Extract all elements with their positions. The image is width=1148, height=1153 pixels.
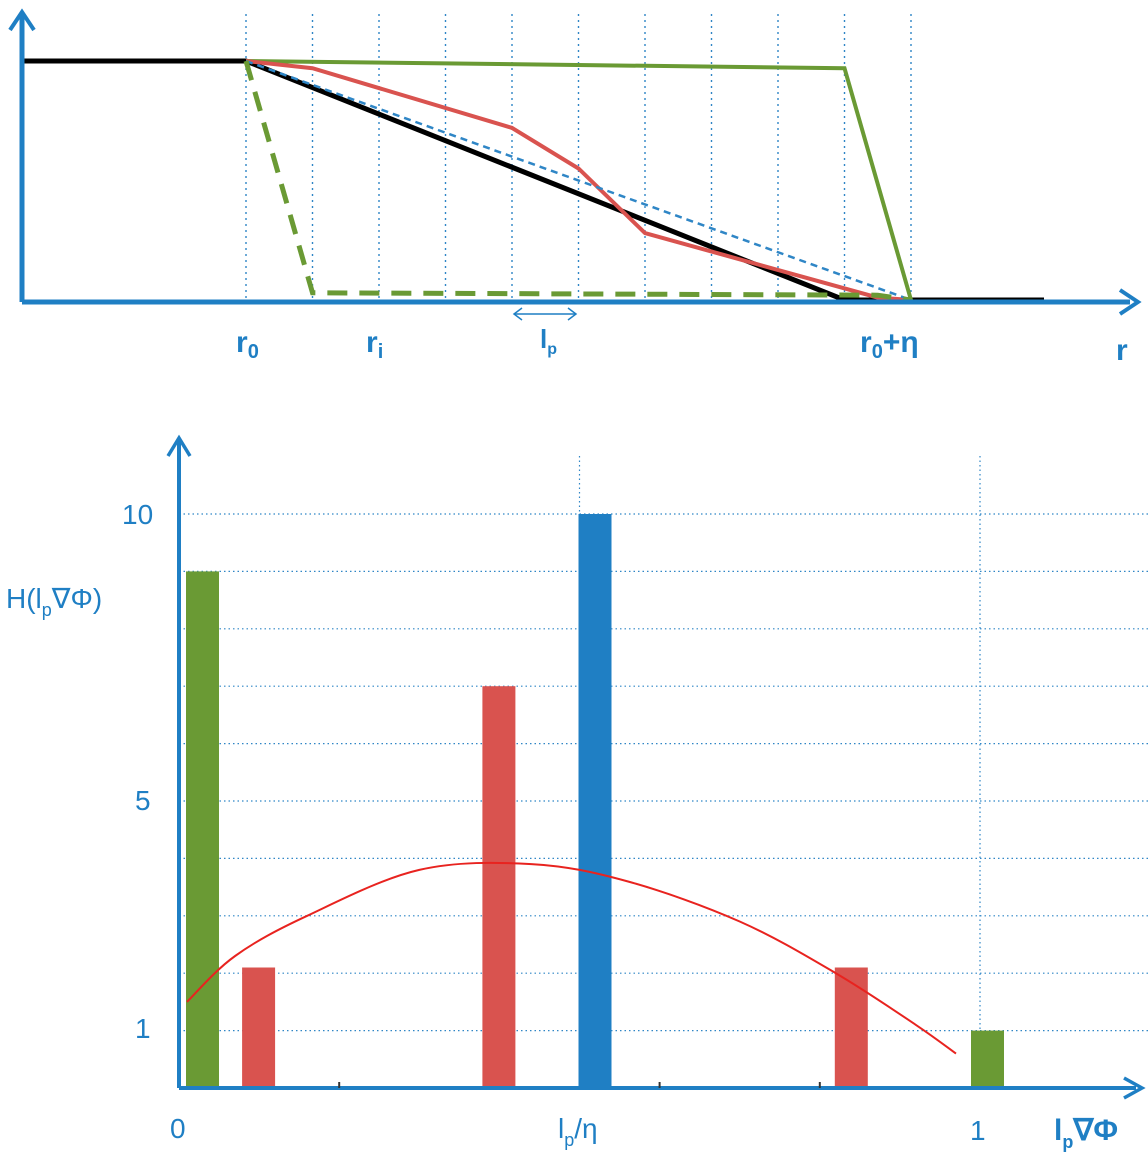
label-ri: ri <box>366 326 383 363</box>
bar-1 <box>242 967 276 1088</box>
bar-5 <box>971 1030 1004 1088</box>
bottom-x-axis-arrowhead <box>1123 1076 1146 1100</box>
x-tick-marks <box>338 1082 821 1088</box>
bar-2 <box>578 514 612 1088</box>
bottom-y-label: H(lp∇Φ) <box>6 583 102 620</box>
bottom-y-axis-arrowhead <box>166 434 192 457</box>
top-series-solid-black-baseline <box>22 58 1044 303</box>
bottom-gridlines <box>179 456 1148 1088</box>
label-r0-plus-eta: r0+η <box>860 326 919 363</box>
bar-3 <box>482 686 516 1088</box>
bottom-x-label: lp∇Φ <box>1054 1114 1118 1152</box>
bar-4 <box>834 967 868 1088</box>
top-series-dashed-green <box>243 60 912 303</box>
top-vertical-gridlines <box>245 14 912 300</box>
label-lp: lp <box>540 324 557 358</box>
y-tick-label-10: 10 <box>122 499 153 530</box>
bottom-bars <box>186 514 1004 1088</box>
lp-span-arrow <box>512 307 578 321</box>
x-tick-label-1: 1 <box>970 1115 986 1146</box>
top-series-dashed-blue <box>245 59 912 302</box>
bar-0 <box>186 571 219 1088</box>
y-tick-label-5: 5 <box>135 785 151 816</box>
label-r-axis: r <box>1116 334 1128 367</box>
histogram-chart: H(lp∇Φ) 10 5 1 0 lp/η 1 lp∇Φ <box>6 434 1148 1152</box>
x-tick-label-lp-eta: lp/η <box>558 1113 598 1150</box>
top-y-axis-arrowhead <box>8 8 36 32</box>
top-series-solid-green <box>245 59 913 301</box>
label-r0: r0 <box>236 326 259 363</box>
top-series <box>22 58 1044 303</box>
top-x-axis-arrowhead <box>1118 288 1142 316</box>
profile-diagram: r0 ri lp r0+η r <box>8 8 1142 367</box>
x-tick-label-0: 0 <box>170 1113 186 1144</box>
fit-curve <box>186 861 957 1055</box>
y-tick-label-1: 1 <box>135 1013 151 1044</box>
